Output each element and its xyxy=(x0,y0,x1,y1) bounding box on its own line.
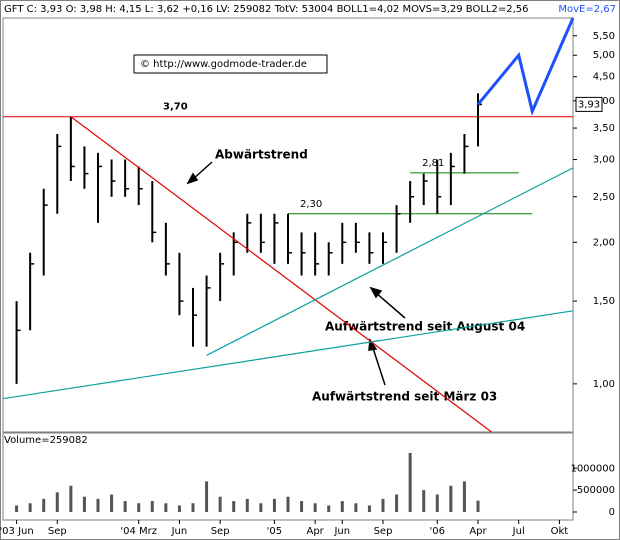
x-tick-label: Jun xyxy=(171,526,188,537)
copyright: © http://www.godmode-trader.de xyxy=(140,59,307,70)
volume-bar xyxy=(327,505,331,512)
annotation: Abwärtstrend xyxy=(215,148,308,162)
volume-bar xyxy=(300,501,304,512)
header-right: MovE=2,67 xyxy=(558,4,616,15)
y-tick-label: 4,50 xyxy=(593,72,615,83)
volume-bar xyxy=(422,490,426,512)
volume-bar xyxy=(28,503,32,512)
header: GFT C: 3,93 O: 3,98 H: 4,15 L: 3,62 +0,1… xyxy=(4,4,529,15)
y-tick-label: 5,50 xyxy=(593,31,615,42)
volume-bar xyxy=(55,492,59,512)
volume-bar xyxy=(232,501,236,512)
volume-panel xyxy=(2,432,574,521)
volume-bar xyxy=(205,481,209,512)
volume-bar xyxy=(313,503,317,512)
volume-bar xyxy=(462,481,466,512)
y-tick-label: 5,00 xyxy=(593,50,615,61)
volume-bar xyxy=(435,494,439,512)
y-tick-label: 1,00 xyxy=(593,379,615,390)
x-tick-label: Jun xyxy=(333,526,350,537)
volume-bar xyxy=(164,503,168,512)
x-tick-label: '04 Mrz xyxy=(120,526,157,537)
level-label: 2,30 xyxy=(300,199,322,210)
trend-line xyxy=(476,17,575,116)
x-tick-label: Sep xyxy=(211,526,230,537)
volume-bar xyxy=(177,505,181,512)
volume-bar xyxy=(96,498,100,512)
arrows xyxy=(186,161,406,386)
volume-bar xyxy=(15,505,19,512)
x-tick-label: Apr xyxy=(306,526,324,537)
volume-bar xyxy=(42,498,46,512)
volume-bar xyxy=(354,503,358,512)
volume-bar xyxy=(395,494,399,512)
x-tick-label: Okt xyxy=(551,526,569,537)
y-tick-label: 2,50 xyxy=(593,192,615,203)
x-tick-label: Sep xyxy=(374,526,393,537)
volume-bar xyxy=(123,501,127,512)
volume-bar xyxy=(69,485,73,512)
y-tick-label: 1,50 xyxy=(593,296,615,307)
level-label: 2,81 xyxy=(422,158,444,169)
x-tick-label: Apr xyxy=(469,526,487,537)
x-tick-label: '03 Jun xyxy=(0,526,34,537)
y-tick-label: 3,50 xyxy=(593,123,615,134)
volume-bar xyxy=(286,496,290,512)
x-tick-label: '06 xyxy=(430,526,445,537)
last-price-label: 3,93 xyxy=(578,99,600,110)
annotation: Aufwärtstrend seit März 03 xyxy=(312,390,497,404)
volume-bar xyxy=(137,503,141,512)
volume-bar xyxy=(340,501,344,512)
volume-bar xyxy=(150,501,154,512)
trend-line xyxy=(2,310,574,400)
trend-line xyxy=(206,167,574,356)
volume-bar xyxy=(191,503,195,512)
volume-bar xyxy=(218,496,222,512)
volume-label: Volume=259082 xyxy=(4,435,88,446)
level-label: 3,70 xyxy=(163,102,188,113)
volume-bar xyxy=(272,498,276,512)
volume-bar xyxy=(259,503,263,512)
volume-bar xyxy=(381,498,385,512)
last-price-box xyxy=(575,96,603,112)
y-tick-label: 3,00 xyxy=(593,155,615,166)
y-tick-label: 0 xyxy=(609,507,615,518)
y-tick-label: 1000000 xyxy=(570,463,615,474)
x-tick-label: Jul xyxy=(512,526,525,537)
annotation: Aufwärtstrend seit August 04 xyxy=(325,320,525,334)
volume-bar xyxy=(476,500,480,512)
y-tick-label: 2,00 xyxy=(593,237,615,248)
volume-bar xyxy=(245,498,249,512)
x-tick-label: Sep xyxy=(48,526,67,537)
volume-bar xyxy=(82,496,86,512)
x-tick-label: '05 xyxy=(267,526,282,537)
volume-bar xyxy=(449,485,453,512)
volume-bar xyxy=(367,505,371,512)
volume-bar xyxy=(408,452,412,512)
y-tick-label: 4,00 xyxy=(593,96,615,107)
y-tick-label: 500000 xyxy=(577,485,615,496)
price-panel xyxy=(2,17,574,433)
volume-bar xyxy=(110,494,114,512)
trend-line xyxy=(70,116,492,433)
copyright-box xyxy=(133,54,328,74)
